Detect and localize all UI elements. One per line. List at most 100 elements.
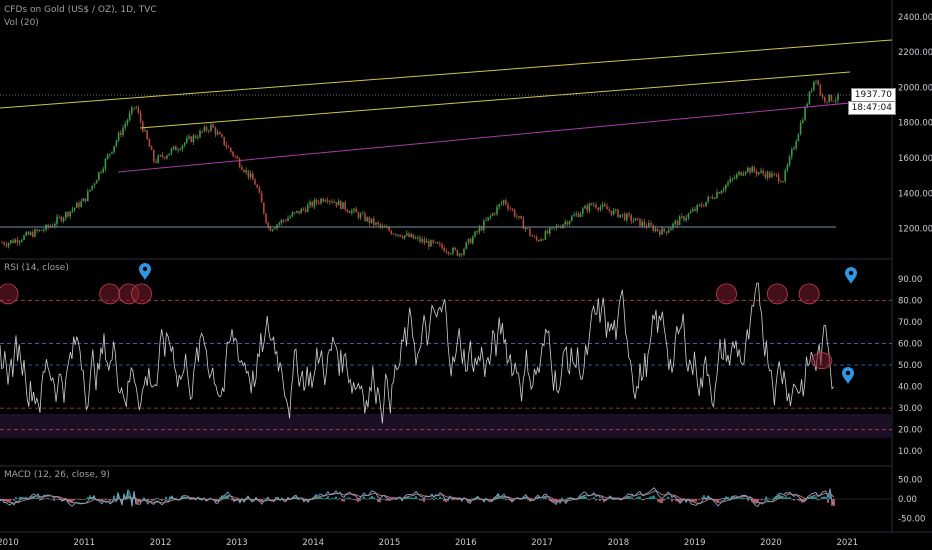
- magenta-trendline[interactable]: [117, 98, 893, 173]
- macd-histogram-bar: [355, 499, 357, 501]
- candle-body: [819, 84, 822, 96]
- candle-body: [766, 172, 769, 178]
- candle-body: [725, 184, 727, 190]
- candle-body: [364, 213, 366, 222]
- candle-body: [659, 230, 661, 235]
- macd-histogram-bar: [23, 497, 25, 499]
- marker-pin-2011[interactable]: [139, 263, 151, 280]
- candle-body: [623, 214, 626, 221]
- candle-body: [808, 91, 811, 105]
- candle-body: [111, 151, 113, 154]
- macd-histogram-bar: [427, 499, 429, 500]
- candle-body: [7, 243, 10, 246]
- candle-body: [527, 228, 529, 229]
- volume-legend[interactable]: Vol (20): [4, 18, 39, 28]
- macd-histogram-bar: [417, 498, 419, 500]
- macd-histogram-bar: [49, 498, 51, 500]
- candle-body: [373, 218, 375, 225]
- candle-body: [16, 239, 19, 243]
- macd-axis-ticks: 50.00 0.00 -50.00: [898, 476, 925, 525]
- macd-histogram-bar: [535, 497, 537, 499]
- macd-histogram-bar: [419, 499, 421, 501]
- rsi-overbought-highlights[interactable]: [0, 283, 833, 370]
- candle-body: [227, 146, 230, 148]
- candle-body: [21, 240, 23, 242]
- map-pin-hole: [142, 266, 148, 272]
- trend-lines[interactable]: [0, 39, 893, 228]
- macd-histogram-bar: [803, 499, 805, 503]
- rsi-legend[interactable]: RSI (14, close): [4, 263, 69, 273]
- macd-histogram-bar: [405, 496, 407, 499]
- candle-body: [597, 207, 599, 210]
- macd-histogram-bar: [609, 497, 611, 499]
- macd-histogram-bar: [797, 499, 799, 501]
- candle-body: [34, 229, 36, 237]
- macd-histogram-bar: [809, 496, 811, 499]
- macd-histogram-bar: [453, 499, 455, 500]
- overbought-highlight[interactable]: [131, 283, 152, 305]
- overbought-highlight[interactable]: [766, 283, 788, 305]
- marker-pin-2020-mid[interactable]: [842, 367, 854, 384]
- candle-body: [465, 242, 467, 249]
- candle-body: [694, 209, 696, 211]
- macd-legend[interactable]: MACD (12, 26, close, 9): [4, 470, 110, 480]
- macd-histogram-bar: [651, 496, 653, 499]
- overbought-highlight[interactable]: [716, 283, 737, 305]
- candle-body: [738, 171, 740, 175]
- rsi-markers[interactable]: [139, 263, 857, 384]
- candle-body: [269, 226, 272, 231]
- macd-histogram-bar: [763, 498, 765, 500]
- candle-body: [190, 136, 192, 142]
- macd-histogram-bar: [413, 497, 415, 499]
- candle-body: [54, 223, 56, 226]
- candle-body: [348, 211, 351, 214]
- candle-body: [69, 211, 71, 217]
- candle-body: [93, 183, 96, 186]
- rsi-tick-label: 50.00: [898, 361, 922, 371]
- lower-yellow-trendline[interactable]: [139, 71, 851, 129]
- candle-body: [685, 217, 687, 221]
- macd-histogram-bar: [19, 496, 21, 499]
- candle-body: [747, 167, 749, 172]
- macd-histogram-bar: [273, 499, 275, 500]
- candle-body: [359, 213, 362, 218]
- candle-body: [476, 231, 478, 233]
- macd-histogram-bar: [827, 499, 829, 503]
- macd-histogram-bar: [421, 499, 423, 501]
- candle-body: [344, 202, 346, 210]
- candle-body: [711, 197, 714, 199]
- candle-body: [520, 216, 522, 219]
- macd-histogram-bar: [381, 499, 383, 500]
- marker-pin-2020-top[interactable]: [845, 267, 857, 284]
- candle-body: [544, 230, 547, 240]
- candle-body: [177, 149, 179, 151]
- macd-histogram-bar: [167, 498, 169, 500]
- candle-body: [487, 217, 489, 221]
- overbought-highlight[interactable]: [798, 283, 820, 305]
- candle-body: [775, 174, 778, 176]
- macd-histogram-bar: [647, 497, 649, 499]
- macd-histogram-bar: [187, 498, 189, 499]
- candle-body: [744, 171, 747, 174]
- candle-body: [588, 203, 591, 211]
- macd-histogram-bar: [247, 496, 249, 499]
- candle-body: [496, 206, 498, 215]
- pullback-highlight[interactable]: [811, 352, 833, 370]
- countdown-tag: 18:47:04: [847, 101, 896, 115]
- macd-histogram-bar: [437, 498, 439, 500]
- overbought-highlight[interactable]: [0, 283, 19, 305]
- macd-histogram-bar: [679, 499, 681, 504]
- candle-body: [813, 81, 815, 91]
- overbought-highlight[interactable]: [99, 283, 121, 305]
- candle-body: [650, 223, 652, 226]
- symbol-legend[interactable]: CFDs on Gold (US$ / OZ), 1D, TVC: [4, 5, 157, 15]
- macd-histogram-bar: [329, 499, 331, 500]
- upper-yellow-trendline[interactable]: [0, 39, 893, 109]
- candle-body: [230, 147, 232, 152]
- price-tick-label: 2200.00: [898, 48, 932, 58]
- candle-body: [379, 224, 382, 227]
- candle-body: [604, 204, 606, 207]
- macd-histogram-bar: [601, 499, 603, 500]
- time-tick-label: 2016: [455, 538, 477, 548]
